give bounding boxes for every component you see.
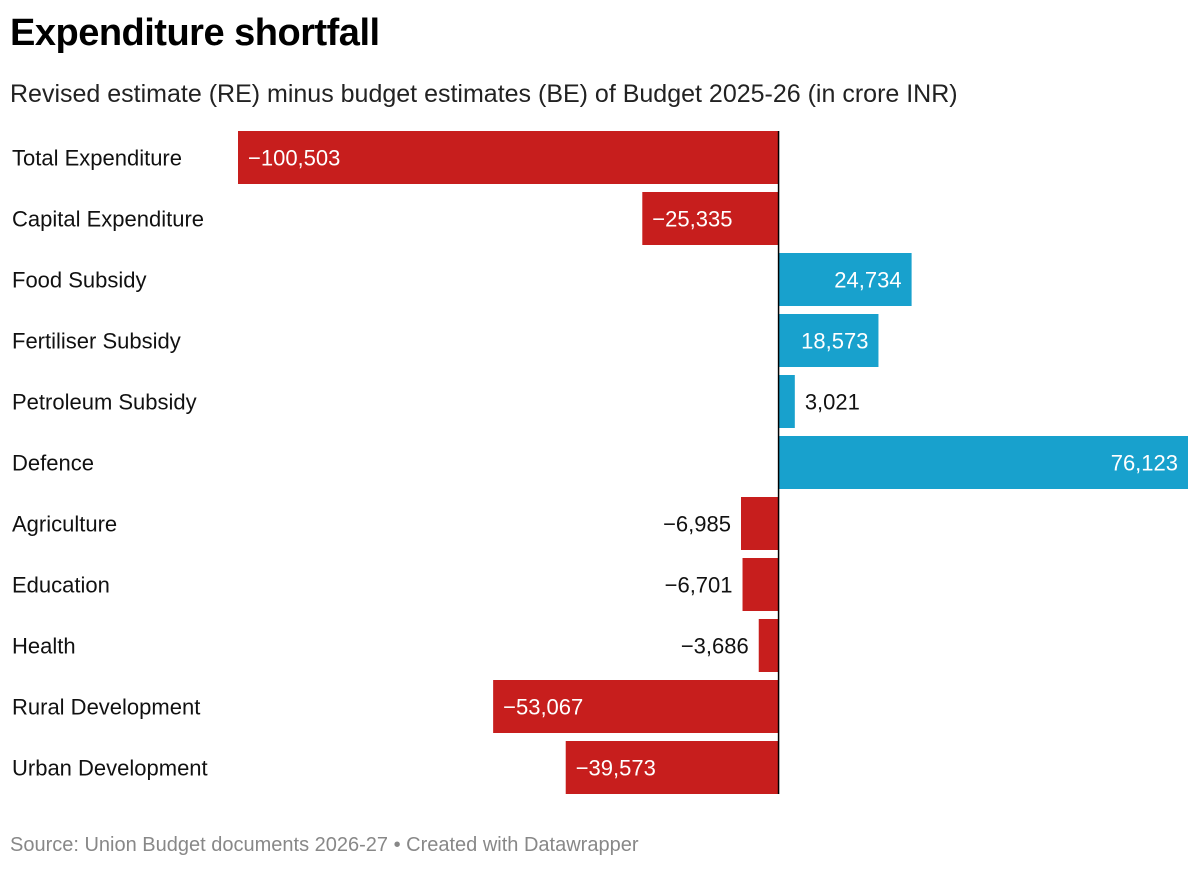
bar	[493, 680, 779, 733]
bar	[565, 741, 779, 794]
bar	[238, 131, 779, 184]
category-label: Total Expenditure	[12, 146, 182, 171]
data-label: 3,021	[805, 390, 860, 415]
chart-title: Expenditure shortfall	[10, 12, 380, 54]
category-label: Health	[12, 634, 76, 659]
bar	[740, 497, 779, 550]
category-label: Capital Expenditure	[12, 207, 204, 232]
data-label: 76,123	[1111, 451, 1178, 476]
bar	[778, 375, 795, 428]
data-label: −39,573	[576, 756, 656, 781]
data-label: −100,503	[248, 146, 340, 171]
category-label: Agriculture	[12, 512, 117, 537]
data-label: 18,573	[801, 329, 868, 354]
category-label: Fertiliser Subsidy	[12, 329, 181, 354]
bar	[778, 436, 1188, 489]
category-label: Petroleum Subsidy	[12, 390, 197, 415]
data-label: −25,335	[652, 207, 732, 232]
bar	[758, 619, 779, 672]
bar	[642, 192, 779, 245]
bar	[778, 314, 879, 367]
category-label: Rural Development	[12, 695, 200, 720]
category-label: Education	[12, 573, 110, 598]
bar	[778, 253, 912, 306]
bar	[742, 558, 779, 611]
data-label: −3,686	[681, 634, 749, 659]
category-label: Defence	[12, 451, 94, 476]
bar-chart: Total Expenditure −100,503 Capital Expendi…	[12, 131, 1188, 794]
category-label: Food Subsidy	[12, 268, 147, 293]
source-footer: Source: Union Budget documents 2026-27 •…	[10, 834, 639, 856]
chart-subtitle: Revised estimate (RE) minus budget estim…	[10, 80, 958, 108]
data-label: 24,734	[834, 268, 901, 293]
category-label: Urban Development	[12, 756, 208, 781]
data-label: −53,067	[503, 695, 583, 720]
data-label: −6,701	[665, 573, 733, 598]
data-label: −6,985	[663, 512, 731, 537]
